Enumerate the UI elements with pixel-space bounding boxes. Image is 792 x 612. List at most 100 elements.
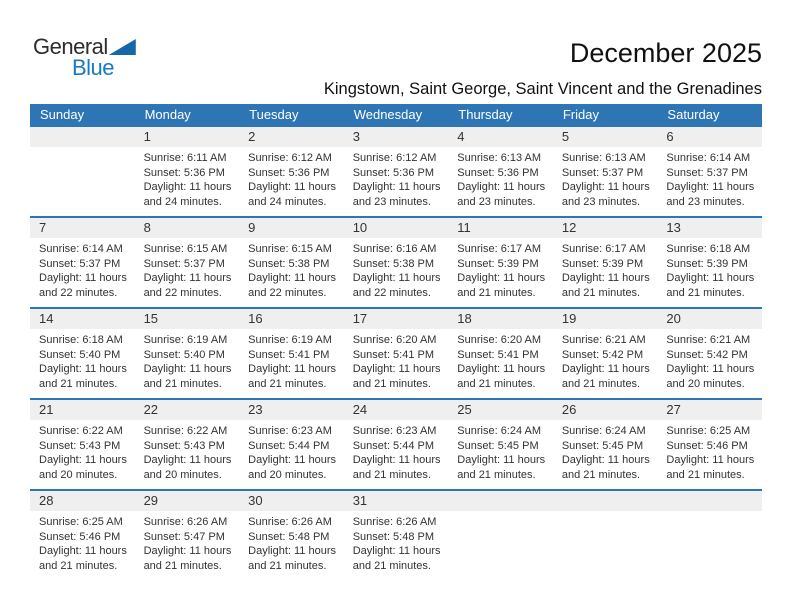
- sunset-text: Sunset: 5:37 PM: [143, 257, 225, 270]
- logo-text-general: General: [33, 34, 108, 59]
- sunset-text: Sunset: 5:44 PM: [248, 439, 330, 452]
- daylight-text: Daylight: 11 hours and 21 minutes.: [143, 545, 232, 572]
- day-details: Sunrise: 6:24 AM Sunset: 5:45 PM Daylight:…: [448, 420, 553, 482]
- sunrise-text: Sunrise: 6:11 AM: [143, 152, 227, 164]
- daylight-text: Daylight: 11 hours and 21 minutes.: [39, 545, 127, 572]
- daylight-text: Daylight: 11 hours and 20 minutes.: [666, 363, 755, 390]
- day-cell-16: 16 Sunrise: 6:19 AM Sunset: 5:41 PM Dayligh…: [239, 309, 344, 398]
- sunrise-text: Sunrise: 6:15 AM: [143, 243, 228, 255]
- sunset-text: Sunset: 5:42 PM: [561, 348, 644, 361]
- day-cell-30: 30 Sunrise: 6:26 AM Sunset: 5:48 PM Dayligh…: [239, 491, 344, 580]
- weekday-monday: Monday: [144, 107, 191, 122]
- sunset-text: Sunset: 5:36 PM: [143, 166, 225, 179]
- sunset-text: Sunset: 5:37 PM: [39, 257, 121, 270]
- sunrise-text: Sunrise: 6:26 AM: [248, 516, 332, 528]
- sunset-text: Sunset: 5:41 PM: [457, 348, 539, 361]
- day-details: Sunrise: 6:12 AM Sunset: 5:36 PM Daylight:…: [239, 147, 344, 209]
- sunset-text: Sunset: 5:46 PM: [39, 530, 121, 543]
- empty-day-cell: [448, 491, 553, 580]
- sunrise-text: Sunrise: 6:18 AM: [666, 243, 751, 255]
- day-number: 8: [134, 218, 240, 238]
- weekday-thursday: Thursday: [458, 107, 513, 122]
- day-cell-25: 25 Sunrise: 6:24 AM Sunset: 5:45 PM Dayligh…: [448, 400, 553, 489]
- daylight-text: Daylight: 11 hours and 22 minutes.: [39, 272, 127, 299]
- daylight-text: Daylight: 11 hours and 21 minutes.: [561, 272, 650, 299]
- week-row: 21 Sunrise: 6:22 AM Sunset: 5:43 PM Dayligh…: [30, 398, 762, 489]
- daylight-text: Daylight: 11 hours and 21 minutes.: [457, 272, 546, 299]
- day-details: [553, 511, 658, 515]
- day-details: Sunrise: 6:14 AM Sunset: 5:37 PM Daylight:…: [30, 238, 135, 300]
- day-cell-9: 9 Sunrise: 6:15 AM Sunset: 5:38 PM Daylight…: [239, 218, 344, 307]
- sunset-text: Sunset: 5:46 PM: [666, 439, 748, 452]
- sunset-text: Sunset: 5:41 PM: [248, 348, 330, 361]
- sunset-text: Sunset: 5:36 PM: [457, 166, 539, 179]
- day-details: Sunrise: 6:26 AM Sunset: 5:48 PM Daylight:…: [344, 511, 449, 573]
- day-number: 7: [30, 218, 135, 238]
- daylight-text: Daylight: 11 hours and 21 minutes.: [457, 454, 546, 481]
- day-cell-28: 28 Sunrise: 6:25 AM Sunset: 5:46 PM Dayligh…: [30, 491, 135, 580]
- sunrise-text: Sunrise: 6:14 AM: [666, 152, 751, 164]
- day-details: Sunrise: 6:26 AM Sunset: 5:47 PM Daylight:…: [135, 511, 240, 573]
- sunrise-text: Sunrise: 6:23 AM: [352, 425, 437, 437]
- day-number: 13: [657, 218, 762, 238]
- page-title: December 2025: [569, 38, 762, 68]
- day-cell-6: 6 Sunrise: 6:14 AM Sunset: 5:37 PM Daylight…: [657, 127, 762, 216]
- sunrise-text: Sunrise: 6:20 AM: [457, 334, 542, 346]
- day-number: 5: [552, 127, 658, 147]
- day-number: 31: [343, 491, 449, 511]
- day-number: 6: [657, 127, 762, 147]
- day-cell-13: 13 Sunrise: 6:18 AM Sunset: 5:39 PM Dayligh…: [657, 218, 762, 307]
- day-details: Sunrise: 6:24 AM Sunset: 5:45 PM Daylight:…: [553, 420, 658, 482]
- sunset-text: Sunset: 5:45 PM: [457, 439, 539, 452]
- day-cell-18: 18 Sunrise: 6:20 AM Sunset: 5:41 PM Dayligh…: [448, 309, 553, 398]
- day-cell-3: 3 Sunrise: 6:12 AM Sunset: 5:36 PM Daylight…: [343, 127, 449, 216]
- empty-day-cell: [552, 491, 658, 580]
- sunrise-text: Sunrise: 6:16 AM: [352, 243, 437, 255]
- day-details: Sunrise: 6:15 AM Sunset: 5:38 PM Daylight:…: [239, 238, 344, 300]
- day-details: Sunrise: 6:25 AM Sunset: 5:46 PM Daylight:…: [657, 420, 762, 482]
- calendar-weeks: 1 Sunrise: 6:11 AM Sunset: 5:36 PM Daylight…: [30, 125, 762, 580]
- day-cell-24: 24 Sunrise: 6:23 AM Sunset: 5:44 PM Dayligh…: [343, 400, 449, 489]
- sunset-text: Sunset: 5:38 PM: [248, 257, 330, 270]
- sunrise-text: Sunrise: 6:25 AM: [666, 425, 751, 437]
- calendar-table: Sunday Monday Tuesday Wednesday Thursday…: [30, 104, 762, 580]
- day-details: Sunrise: 6:18 AM Sunset: 5:39 PM Daylight:…: [657, 238, 762, 300]
- weekday-wednesday: Wednesday: [353, 107, 423, 122]
- sunrise-text: Sunrise: 6:15 AM: [248, 243, 332, 255]
- sunrise-text: Sunrise: 6:19 AM: [143, 334, 228, 346]
- day-cell-11: 11 Sunrise: 6:17 AM Sunset: 5:39 PM Dayligh…: [448, 218, 553, 307]
- week-row: 28 Sunrise: 6:25 AM Sunset: 5:46 PM Dayligh…: [30, 489, 762, 580]
- day-cell-10: 10 Sunrise: 6:16 AM Sunset: 5:38 PM Dayligh…: [343, 218, 449, 307]
- day-cell-26: 26 Sunrise: 6:24 AM Sunset: 5:45 PM Dayligh…: [552, 400, 658, 489]
- weekday-tuesday: Tuesday: [249, 107, 299, 122]
- day-details: Sunrise: 6:14 AM Sunset: 5:37 PM Daylight:…: [657, 147, 762, 209]
- sunset-text: Sunset: 5:37 PM: [666, 166, 748, 179]
- sunrise-text: Sunrise: 6:22 AM: [143, 425, 228, 437]
- day-number: 27: [657, 400, 762, 420]
- sunset-text: Sunset: 5:38 PM: [352, 257, 435, 270]
- day-number: 12: [552, 218, 658, 238]
- sunset-text: Sunset: 5:36 PM: [248, 166, 330, 179]
- day-number-empty: [552, 491, 658, 511]
- sunrise-text: Sunrise: 6:13 AM: [457, 152, 542, 164]
- day-cell-1: 1 Sunrise: 6:11 AM Sunset: 5:36 PM Daylight…: [134, 127, 240, 216]
- daylight-text: Daylight: 11 hours and 20 minutes.: [39, 454, 127, 481]
- day-details: Sunrise: 6:13 AM Sunset: 5:37 PM Daylight:…: [553, 147, 658, 209]
- day-details: Sunrise: 6:20 AM Sunset: 5:41 PM Daylight:…: [344, 329, 449, 391]
- day-details: Sunrise: 6:26 AM Sunset: 5:48 PM Daylight:…: [239, 511, 344, 573]
- general-blue-logo: General Blue: [33, 34, 143, 79]
- day-number: 25: [448, 400, 553, 420]
- day-cell-12: 12 Sunrise: 6:17 AM Sunset: 5:39 PM Dayligh…: [552, 218, 658, 307]
- day-cell-17: 17 Sunrise: 6:20 AM Sunset: 5:41 PM Dayligh…: [343, 309, 449, 398]
- day-details: Sunrise: 6:13 AM Sunset: 5:36 PM Daylight:…: [448, 147, 553, 209]
- logo-triangle-icon: [108, 39, 136, 55]
- day-details: Sunrise: 6:12 AM Sunset: 5:36 PM Daylight:…: [344, 147, 449, 209]
- sunset-text: Sunset: 5:39 PM: [561, 257, 644, 270]
- sunrise-text: Sunrise: 6:20 AM: [352, 334, 437, 346]
- day-details: Sunrise: 6:17 AM Sunset: 5:39 PM Daylight:…: [553, 238, 658, 300]
- daylight-text: Daylight: 11 hours and 21 minutes.: [352, 454, 441, 481]
- sunrise-text: Sunrise: 6:17 AM: [457, 243, 542, 255]
- day-details: Sunrise: 6:19 AM Sunset: 5:40 PM Daylight:…: [135, 329, 240, 391]
- sunset-text: Sunset: 5:39 PM: [666, 257, 748, 270]
- sunrise-text: Sunrise: 6:17 AM: [561, 243, 646, 255]
